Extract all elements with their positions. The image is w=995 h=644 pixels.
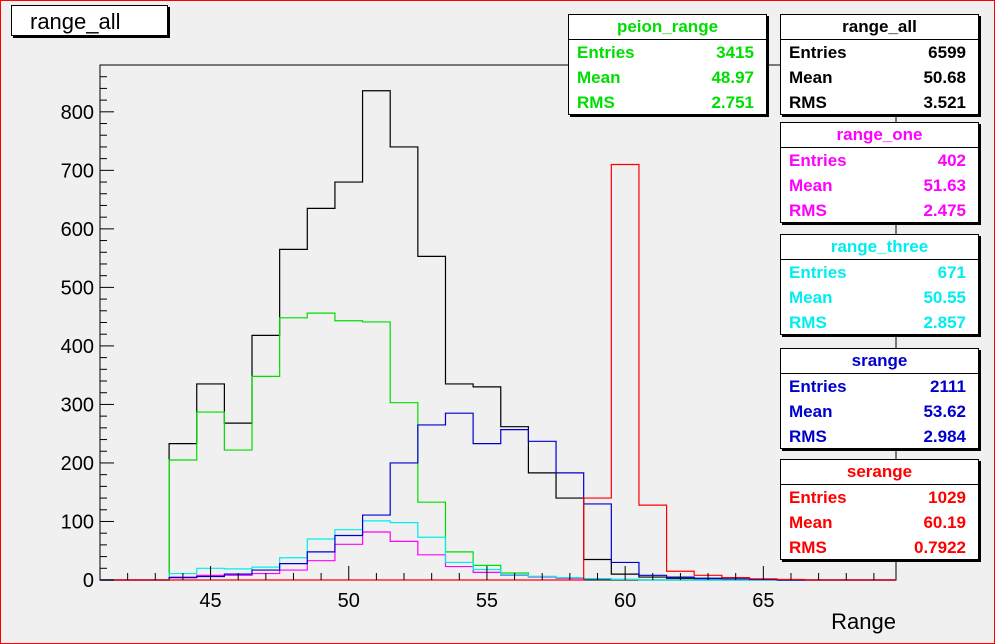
stats-row-entries: Entries 1029	[789, 488, 966, 507]
y-tick-label: 300	[61, 394, 94, 416]
stats-row-mean: Mean 60.19	[789, 513, 966, 532]
stats-row-mean: Mean 53.62	[789, 402, 966, 421]
stats-box-range-one: range_one Entries 402 Mean 51.63 RMS 2.475	[780, 122, 979, 223]
stats-row-rms: RMS 2.475	[789, 201, 966, 220]
stats-row-rms: RMS 0.7922	[789, 538, 966, 557]
stats-row-rms: RMS 2.857	[789, 313, 966, 332]
x-tick-label: 65	[752, 590, 774, 612]
y-tick-label: 700	[61, 160, 94, 182]
x-tick-label: 45	[199, 590, 221, 612]
stats-row-rms: RMS 2.984	[789, 427, 966, 446]
stats-title: range_all	[781, 15, 978, 40]
y-tick-label: 200	[61, 453, 94, 475]
stats-row-mean: Mean 50.55	[789, 288, 966, 307]
y-tick-label: 500	[61, 277, 94, 299]
y-tick-label: 400	[61, 336, 94, 358]
stats-row-entries: Entries 671	[789, 263, 966, 282]
stats-row-mean: Mean 51.63	[789, 176, 966, 195]
stats-row-mean: Mean 48.97	[577, 68, 754, 87]
stats-row-mean: Mean 50.68	[789, 68, 966, 87]
x-tick-label: 60	[614, 590, 636, 612]
stats-row-entries: Entries 3415	[577, 43, 754, 62]
x-tick-label: 50	[338, 590, 360, 612]
histogram-title: range_all	[11, 5, 168, 36]
y-tick-label: 0	[83, 570, 94, 592]
stats-row-entries: Entries 2111	[789, 377, 966, 396]
x-tick-label: 55	[476, 590, 498, 612]
stats-box-range-all: range_all Entries 6599 Mean 50.68 RMS 3.521	[780, 14, 979, 115]
y-tick-label: 100	[61, 511, 94, 533]
stats-row-entries: Entries 6599	[789, 43, 966, 62]
stats-box-range-three: range_three Entries 671 Mean 50.55 RMS 2.85…	[780, 234, 979, 335]
stats-row-rms: RMS 2.751	[577, 93, 754, 112]
stats-box-serange: serange Entries 1029 Mean 60.19 RMS 0.7922	[780, 459, 979, 560]
stats-title: range_three	[781, 235, 978, 260]
y-tick-label: 600	[61, 219, 94, 241]
stats-row-entries: Entries 402	[789, 151, 966, 170]
stats-title: serange	[781, 460, 978, 485]
x-axis-label: Range	[831, 609, 896, 634]
stats-title: peion_range	[569, 15, 766, 40]
series-line-serange	[100, 163, 896, 581]
stats-row-rms: RMS 3.521	[789, 93, 966, 112]
y-tick-label: 800	[61, 102, 94, 124]
stats-box-srange: srange Entries 2111 Mean 53.62 RMS 2.984	[780, 348, 979, 449]
stats-title: srange	[781, 349, 978, 374]
stats-title: range_one	[781, 123, 978, 148]
plot-frame	[99, 64, 897, 581]
series-line-range_three	[100, 520, 896, 581]
stats-box-peion-range: peion_range Entries 3415 Mean 48.97 RMS 2.7…	[568, 14, 767, 115]
